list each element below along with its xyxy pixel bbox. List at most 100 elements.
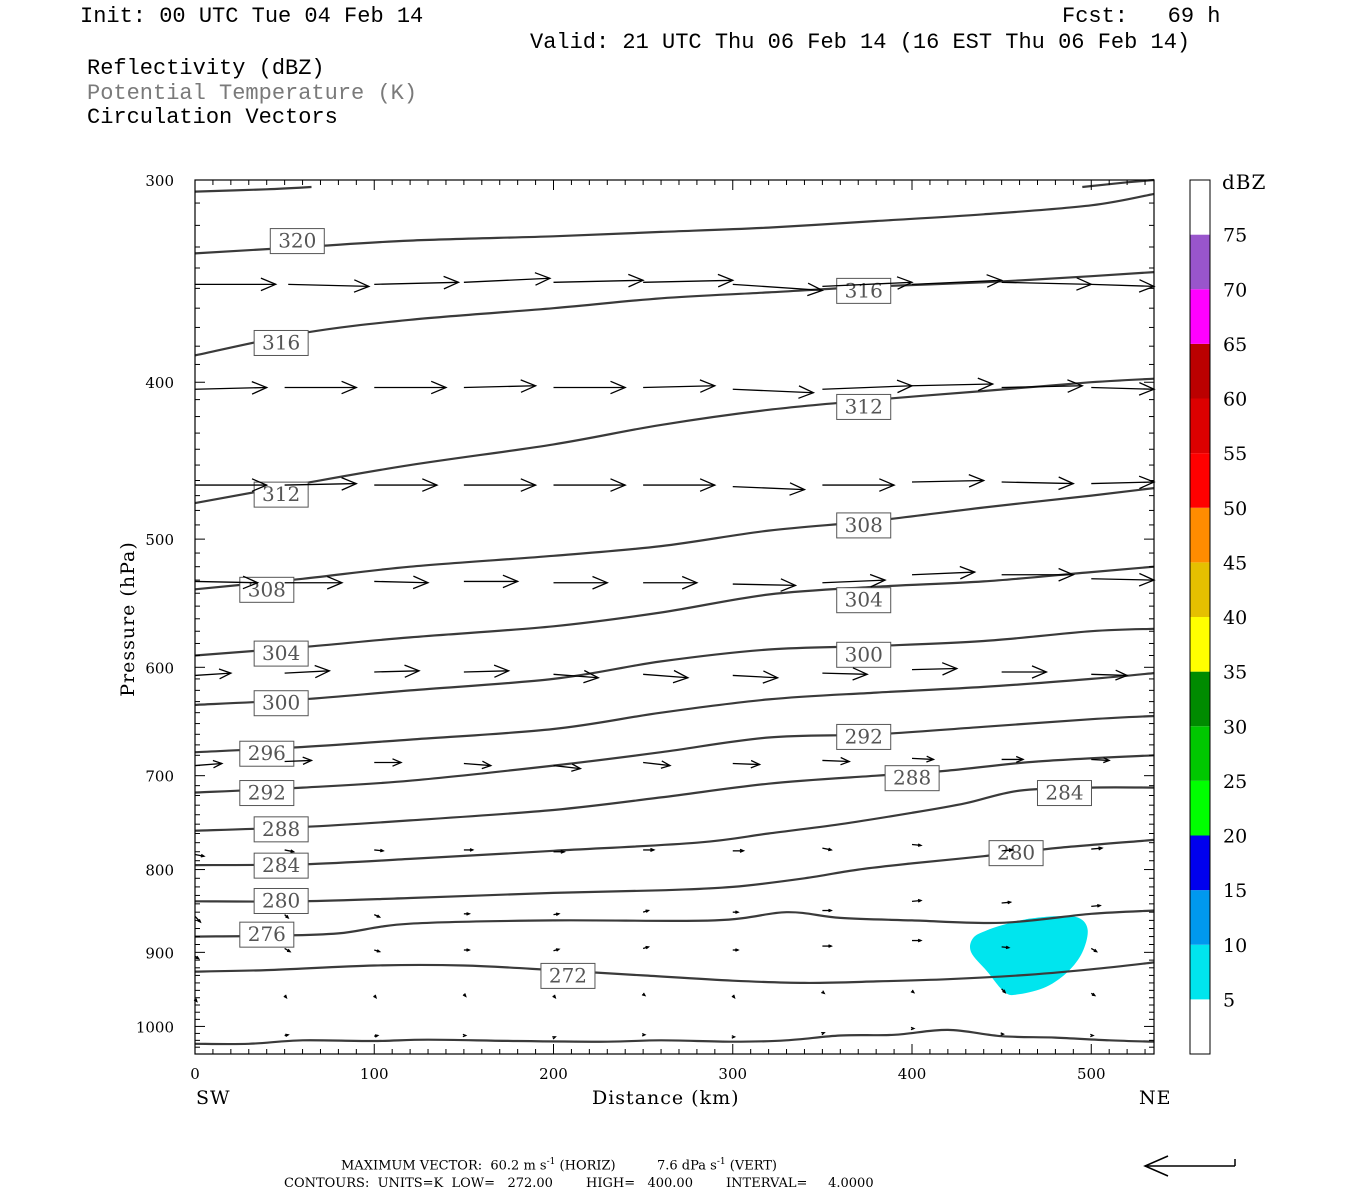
vector-arrowhead	[341, 380, 358, 395]
contour-label: 288	[262, 817, 300, 841]
y-axis-title: Pressure (hPa)	[117, 541, 139, 697]
circulation-vector	[732, 762, 760, 766]
y-tick-label: 500	[145, 531, 174, 549]
colorbar-bin	[1190, 234, 1210, 290]
theta-contour-line	[194, 565, 1155, 657]
vector-arrowhead	[731, 1035, 737, 1039]
circulation-vector	[374, 281, 459, 285]
vector-arrowhead	[610, 478, 627, 492]
contour-label: 280	[262, 888, 300, 912]
colorbar-tick-label: 55	[1223, 443, 1247, 465]
vector-arrowhead	[285, 914, 290, 920]
colorbar-bin	[1190, 617, 1210, 672]
vector-arrowhead	[821, 990, 826, 995]
colorbar-bin	[1190, 562, 1210, 617]
circulation-vector	[1091, 673, 1128, 677]
contour-label-box	[836, 641, 892, 668]
colorbar-tick-label: 10	[1223, 935, 1247, 957]
vector-arrowhead	[242, 575, 260, 590]
contour-label: 292	[845, 724, 883, 748]
vector-arrowhead	[828, 944, 833, 948]
vector-arrowhead	[195, 955, 200, 960]
colorbar-tick-label: 65	[1223, 334, 1247, 356]
colorbar-bin	[1190, 398, 1210, 454]
circulation-vector	[643, 385, 715, 389]
theta-contour-line	[194, 786, 1155, 867]
circulation-vector	[1091, 386, 1155, 390]
contour-label-box	[239, 921, 295, 948]
vector-arrowhead	[869, 573, 887, 588]
vector-arrowhead	[731, 994, 736, 999]
contour-label-box	[836, 277, 892, 304]
colorbar-tick-label: 25	[1223, 771, 1247, 793]
vector-arrowhead	[840, 756, 851, 766]
circulation-vector	[822, 579, 886, 584]
contour-label: 304	[845, 588, 883, 612]
vector-arrowhead	[1097, 903, 1102, 908]
circulation-vector	[643, 761, 671, 767]
contour-label-box	[1036, 780, 1092, 807]
contour-label-box	[239, 576, 295, 603]
field-circulation-vectors: Circulation Vectors	[87, 105, 338, 130]
x-tick-label: 0	[190, 1065, 200, 1083]
contour-label: 316	[845, 278, 883, 302]
vector-arrowhead	[789, 482, 807, 496]
vector-arrowhead	[896, 276, 914, 290]
vector-arrowhead	[1067, 379, 1084, 393]
contour-label-box	[253, 640, 309, 667]
circulation-vector	[1091, 847, 1103, 850]
circulation-vector	[194, 386, 267, 390]
vector-arrowhead	[879, 478, 896, 492]
colorbar-bin	[1190, 944, 1210, 1000]
vector-arrowhead	[592, 575, 609, 590]
vector-arrowhead	[1015, 755, 1025, 763]
colorbar-bin	[1190, 890, 1210, 945]
vector-arrowhead	[443, 275, 461, 290]
contour-label: 300	[845, 642, 883, 666]
contour-label: 308	[845, 513, 883, 537]
vector-arrowhead	[917, 898, 923, 903]
colorbar-tick-label: 60	[1223, 389, 1247, 411]
vector-arrowhead	[699, 379, 717, 393]
circulation-vector	[284, 482, 357, 486]
vector-arrowhead	[493, 664, 511, 678]
vector-arrowhead	[762, 670, 780, 684]
contour-label-box	[239, 780, 295, 807]
vector-arrowhead	[376, 949, 382, 953]
vector-arrowhead	[645, 909, 651, 913]
colorbar-bin	[1190, 999, 1210, 1054]
colorbar-tick-label: 75	[1223, 225, 1247, 247]
circulation-vector	[1001, 481, 1074, 485]
vector-arrowhead	[910, 1026, 916, 1031]
theta-contour-line	[194, 909, 1155, 938]
vector-arrowhead	[404, 664, 421, 678]
vector-arrowhead	[1098, 846, 1104, 851]
vector-arrowhead	[392, 758, 403, 767]
contour-label: 304	[262, 641, 300, 665]
valid-time: Valid: 21 UTC Thu 06 Feb 14 (16 EST Thu …	[530, 30, 1191, 55]
vector-arrowhead	[560, 849, 566, 854]
vector-arrowhead	[502, 574, 520, 589]
circulation-vector	[822, 385, 913, 390]
vert-tag: (VERT)	[729, 1158, 778, 1174]
contour-label-box	[253, 690, 309, 717]
vector-arrowhead	[1000, 1032, 1006, 1036]
contour-label-box	[253, 816, 309, 843]
theta-contour-line	[194, 627, 1155, 706]
vector-arrowhead	[555, 948, 561, 952]
vector-arrowhead	[660, 760, 672, 769]
contour-label-box	[836, 512, 892, 539]
colorbar-frame	[1189, 179, 1211, 1055]
circulation-vector	[911, 571, 975, 576]
vector-arrowhead	[986, 274, 1004, 288]
vector-arrowhead	[852, 667, 869, 681]
plot-frame	[194, 179, 1155, 1055]
circulation-vector	[643, 673, 688, 679]
colorbar-title: dBZ	[1222, 170, 1267, 194]
vector-arrowhead	[583, 669, 600, 684]
vector-arrowhead	[1115, 669, 1129, 681]
circulation-vector	[463, 762, 491, 767]
colorbar-bin	[1190, 343, 1210, 399]
circulation-vector	[732, 485, 805, 491]
x-tick-label: 200	[539, 1065, 568, 1083]
